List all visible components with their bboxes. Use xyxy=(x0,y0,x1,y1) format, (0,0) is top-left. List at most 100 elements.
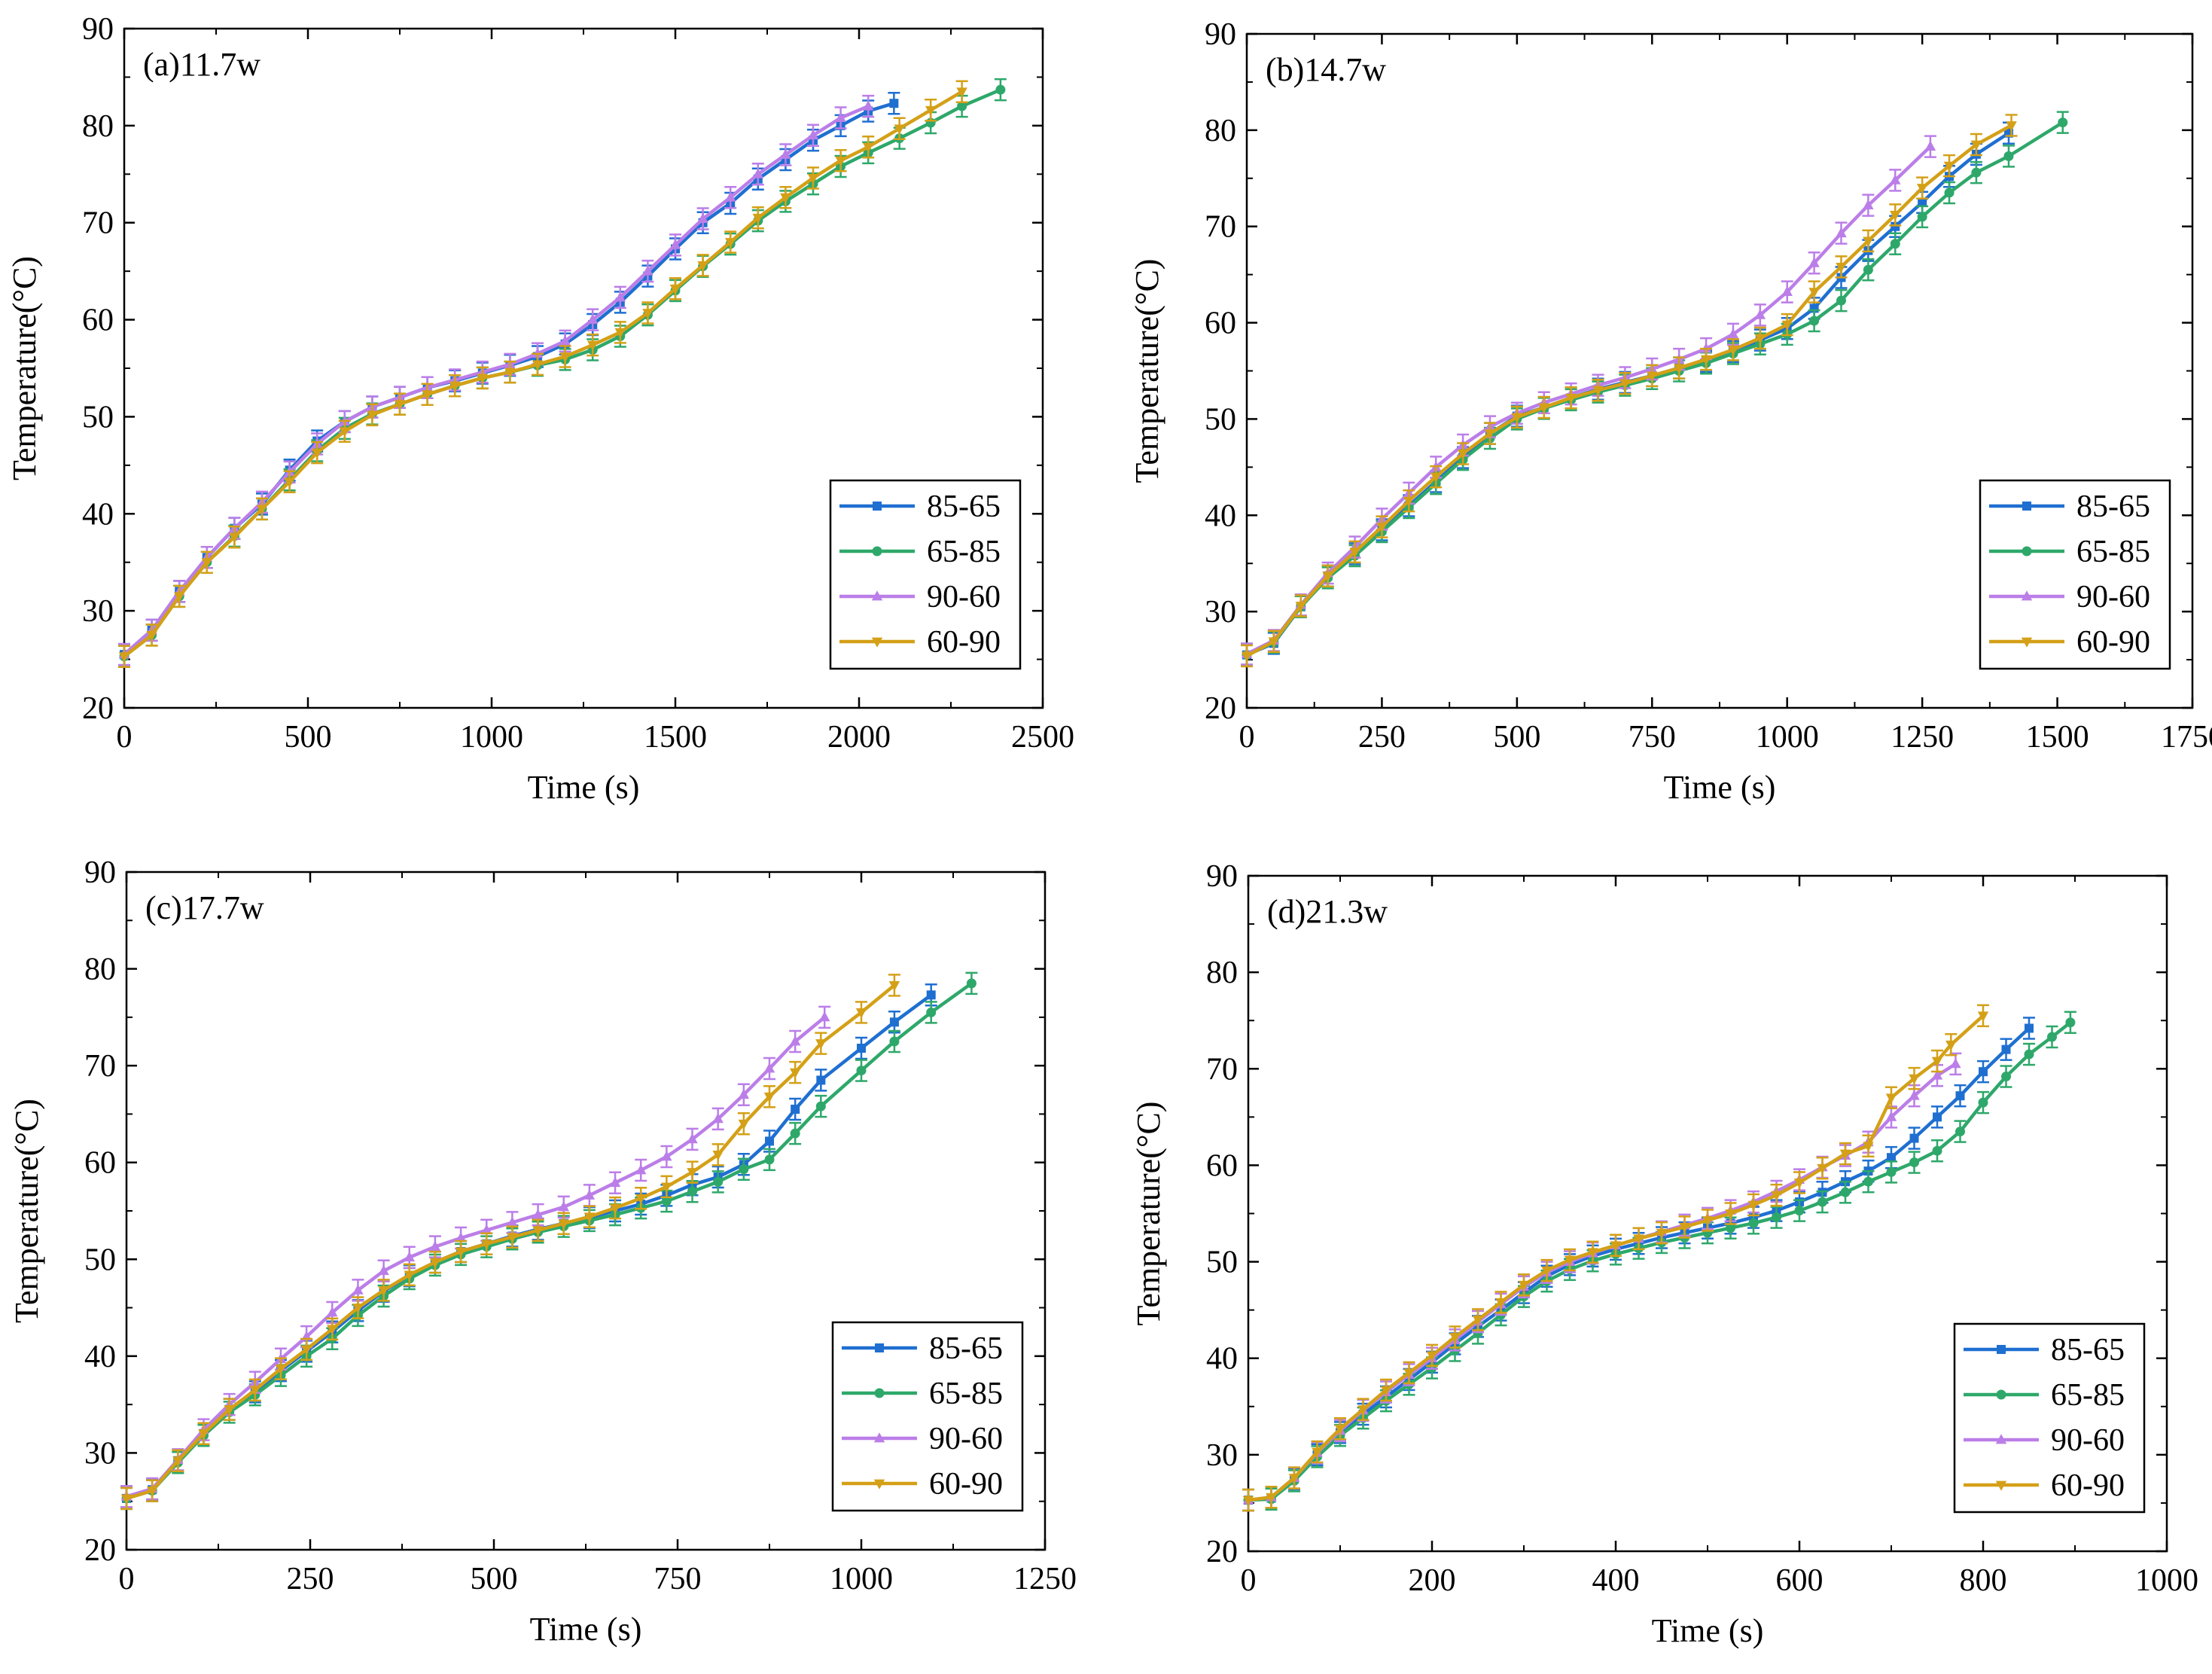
data-point xyxy=(738,1088,750,1099)
y-tick-label: 70 xyxy=(84,1049,116,1084)
data-point xyxy=(1426,1351,1438,1361)
y-tick-label: 70 xyxy=(1205,210,1236,245)
data-point xyxy=(1322,572,1333,582)
data-point xyxy=(1449,1333,1461,1343)
data-point xyxy=(1727,328,1739,339)
data-point xyxy=(1863,1142,1874,1152)
x-tick-label: 250 xyxy=(287,1562,334,1596)
x-tick-label: 1250 xyxy=(1013,1562,1077,1596)
y-tick-label: 30 xyxy=(84,1436,116,1471)
series-65-85 xyxy=(1241,111,2069,666)
data-point xyxy=(1924,140,1936,151)
data-point xyxy=(609,1176,621,1188)
x-tick-label: 1750 xyxy=(2161,720,2212,755)
series-85-65 xyxy=(1242,1017,2035,1512)
series-60-90 xyxy=(118,80,968,668)
legend-marker xyxy=(2022,546,2032,556)
data-point xyxy=(713,1176,724,1187)
x-tick-label: 1000 xyxy=(1756,720,1819,755)
data-point xyxy=(835,111,846,122)
data-point xyxy=(712,1113,724,1124)
series-line xyxy=(1248,1021,2072,1502)
legend-box xyxy=(1979,479,2171,670)
data-point xyxy=(559,335,571,346)
data-point xyxy=(1970,140,1982,151)
data-point xyxy=(1931,1069,1943,1080)
panel-title: (a)11.7w xyxy=(143,46,261,83)
data-point xyxy=(635,1164,647,1175)
data-point xyxy=(725,238,736,249)
data-point xyxy=(889,1036,900,1047)
legend-marker xyxy=(871,637,883,648)
data-point xyxy=(1950,1058,1961,1069)
data-point xyxy=(855,1008,867,1019)
data-point xyxy=(1242,1496,1254,1506)
data-point xyxy=(1349,547,1360,558)
data-point xyxy=(1538,403,1549,413)
series-65-85 xyxy=(1242,1011,2076,1512)
data-point xyxy=(669,239,681,249)
series-line xyxy=(126,993,933,1501)
panel-title: (c)17.7w xyxy=(145,889,264,926)
x-tick-label: 1250 xyxy=(1891,720,1954,755)
data-point xyxy=(1748,1218,1759,1228)
legend-label: 60-90 xyxy=(929,1467,1003,1502)
data-point xyxy=(1945,1040,1957,1051)
legend-box xyxy=(831,1321,1024,1512)
x-tick-label: 1500 xyxy=(2026,720,2089,755)
data-point xyxy=(507,1216,518,1227)
data-point xyxy=(367,410,378,421)
x-tick-label: 750 xyxy=(1629,720,1676,755)
y-tick-label: 90 xyxy=(82,12,114,47)
y-tick-label: 20 xyxy=(1205,691,1236,726)
x-tick-label: 200 xyxy=(1409,1563,1456,1598)
panel-title: (b)14.7w xyxy=(1266,51,1386,88)
data-point xyxy=(889,99,899,108)
data-point xyxy=(1771,1191,1782,1201)
legend-marker xyxy=(1997,1345,2006,1354)
data-point xyxy=(1891,221,1900,231)
y-axis-label: Temperature(°C) xyxy=(6,256,43,480)
data-point xyxy=(1933,1112,1942,1122)
data-point xyxy=(198,1429,209,1440)
x-axis-label: Time (s) xyxy=(530,1611,642,1648)
data-point xyxy=(2001,1044,2011,1054)
data-point xyxy=(789,1068,801,1078)
data-point xyxy=(587,313,599,324)
data-point xyxy=(2058,117,2068,128)
y-tick-label: 50 xyxy=(82,400,114,435)
data-point xyxy=(1943,161,1955,172)
y-tick-label: 40 xyxy=(1206,1342,1238,1377)
data-point xyxy=(256,505,268,515)
data-point xyxy=(1863,236,1874,247)
data-point xyxy=(1541,1266,1552,1276)
data-point xyxy=(378,1264,389,1276)
data-point xyxy=(1457,450,1469,460)
y-tick-label: 90 xyxy=(1206,859,1238,894)
data-point xyxy=(1809,316,1820,326)
data-point xyxy=(1266,1493,1277,1504)
legend-label: 60-90 xyxy=(2076,625,2150,660)
data-point xyxy=(481,1239,492,1250)
series-90-60 xyxy=(1241,135,1936,666)
data-point xyxy=(1793,1179,1805,1189)
data-point xyxy=(1836,227,1847,238)
data-point xyxy=(791,1105,800,1114)
data-point xyxy=(642,265,654,276)
data-point xyxy=(532,1209,544,1219)
series-90-60 xyxy=(120,1005,831,1508)
data-point xyxy=(1679,1223,1690,1233)
data-point xyxy=(1647,371,1658,382)
data-point xyxy=(995,84,1006,95)
data-point xyxy=(687,1133,698,1144)
data-point xyxy=(2001,1072,2011,1082)
data-point xyxy=(1511,413,1523,423)
data-point xyxy=(1978,1097,1988,1108)
y-tick-label: 40 xyxy=(1205,499,1236,533)
data-point xyxy=(1725,1209,1736,1220)
data-point xyxy=(1840,1187,1851,1197)
data-point xyxy=(1909,1157,1919,1168)
data-point xyxy=(661,1151,672,1161)
data-point xyxy=(300,1345,312,1355)
